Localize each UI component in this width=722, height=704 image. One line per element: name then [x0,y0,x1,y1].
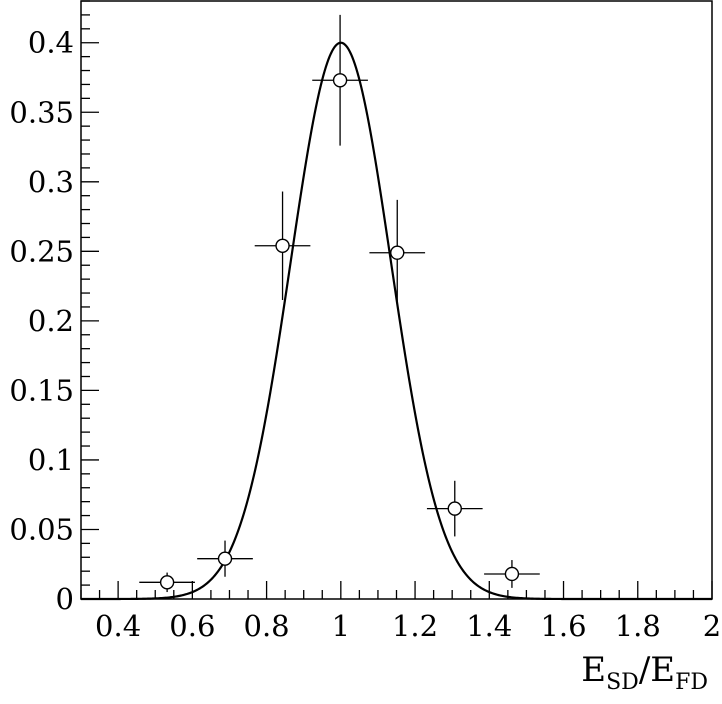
x-tick-labels: 0.4 0.6 0.8 1 1.2 1.4 1.6 1.8 2 [95,609,721,643]
axis-ticks [80,0,713,600]
y-tick-labels: 0 0.05 0.1 0.15 0.2 0.25 0.3 0.35 0.4 [9,26,74,616]
point-marker [332,73,348,88]
point-marker [390,245,405,260]
data-point [312,14,368,146]
data-point [197,540,253,577]
y-tick-label: 0.25 [9,234,74,268]
x-tick-label: 0.8 [244,609,290,643]
x-axis-title: ESD/EFD [581,650,708,695]
y-tick-label: 0 [56,582,74,616]
fit-curve [81,41,712,601]
y-tick-label: 0.15 [9,373,74,407]
data-points [139,14,540,593]
y-tick-label: 0.4 [28,26,74,60]
y-tick-label: 0.35 [9,95,74,129]
y-tick-label: 0.3 [28,165,74,199]
y-tick-label: 0.05 [9,512,74,546]
x-tick-label: 1.2 [392,609,438,643]
data-point [484,560,540,588]
data-point [369,199,426,306]
y-tick-label: 0.2 [28,304,74,338]
x-tick-label: 1.4 [466,609,512,643]
point-marker [504,566,520,582]
x-tick-label: 1.6 [540,609,586,643]
data-point [254,191,311,300]
x-tick-label: 0.6 [169,609,215,643]
point-marker [447,501,462,516]
point-marker [217,551,233,566]
data-point [139,572,195,593]
y-tick-label: 0.1 [28,443,74,477]
point-marker [275,238,290,253]
x-tick-label: 2 [703,609,721,643]
point-marker [159,575,175,590]
x-tick-label: 0.4 [95,609,141,643]
x-tick-label: 1 [332,609,350,643]
data-point [426,480,483,537]
x-tick-label: 1.8 [615,609,661,643]
